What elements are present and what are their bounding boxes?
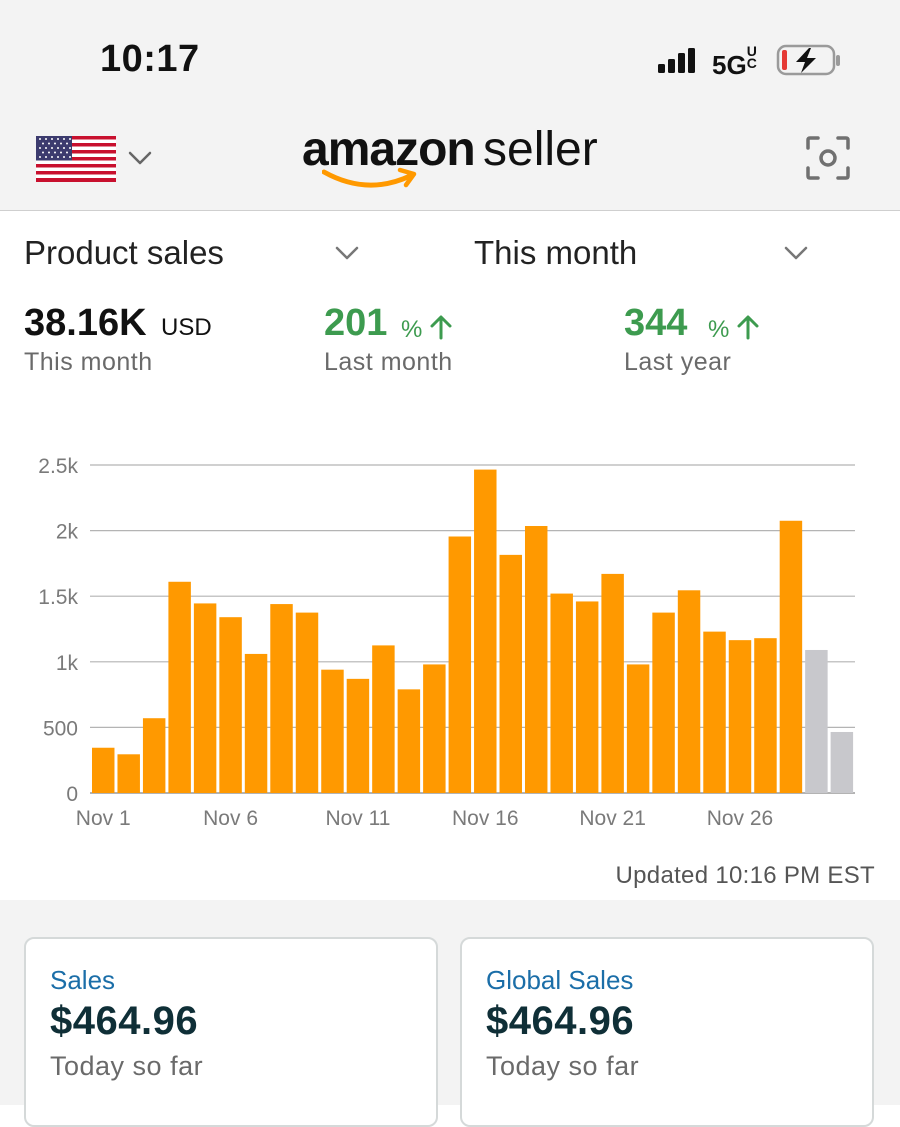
chevron-down-icon[interactable] <box>335 245 359 261</box>
sales-bar <box>142 718 166 793</box>
last-year-caption: Last year <box>624 348 732 376</box>
sales-bar <box>474 469 497 793</box>
status-time: 10:17 <box>100 38 200 80</box>
sales-bar <box>295 612 319 793</box>
projected-bar <box>805 649 828 793</box>
sales-bar <box>677 590 701 793</box>
sales-bar <box>168 581 191 793</box>
global-sales-card[interactable]: Global Sales $464.96 Today so far <box>460 937 874 1127</box>
sales-bar <box>754 638 777 793</box>
chevron-down-icon[interactable] <box>784 245 808 261</box>
y-tick-label: 2.5k <box>38 455 78 478</box>
network-suffix: UC <box>746 43 757 71</box>
period-selector[interactable]: This month <box>474 234 638 271</box>
sales-bar <box>117 754 140 793</box>
sales-card-caption: Today so far <box>50 1051 204 1081</box>
global-sales-card-title: Global Sales <box>486 965 634 995</box>
sales-card-title: Sales <box>50 965 116 995</box>
y-tick-label: 500 <box>43 717 78 740</box>
sales-bar <box>372 645 395 793</box>
us-flag-icon[interactable] <box>36 136 116 182</box>
sales-bar <box>575 601 599 793</box>
last-month-caption: Last month <box>324 348 453 376</box>
sales-bar <box>423 664 446 793</box>
sales-bar <box>728 640 752 793</box>
total-sales-value: 38.16K <box>24 302 147 344</box>
logo-seller-text: seller <box>483 123 598 176</box>
sales-bar <box>703 631 726 793</box>
y-tick-label: 0 <box>66 783 78 806</box>
battery-charging-icon <box>776 44 840 76</box>
sales-bar <box>92 747 115 793</box>
sales-card[interactable]: Sales $464.96 Today so far <box>24 937 438 1127</box>
sales-bar <box>652 612 675 793</box>
network-indicator: 5GUC <box>712 43 757 81</box>
x-tick-label: Nov 11 <box>325 807 390 830</box>
last-month-change-value: 201 <box>324 302 388 344</box>
sales-bar <box>193 603 217 793</box>
last-year-change-value: 344 <box>624 302 688 344</box>
y-tick-label: 1k <box>56 652 79 675</box>
x-tick-label: Nov 1 <box>76 807 131 830</box>
sales-bar <box>779 520 803 793</box>
x-tick-label: Nov 6 <box>203 807 258 830</box>
total-sales-unit: USD <box>161 314 212 341</box>
daily-sales-bar-chart: 0 500 1k 1.5k 2k 2.5k Nov 1 Nov 6 Nov 11 Nov 16 No… <box>38 455 855 830</box>
status-bar: 10:17 5GUC <box>0 0 900 110</box>
x-tick-label: Nov 16 <box>452 807 519 830</box>
x-tick-label: Nov 26 <box>707 807 774 830</box>
sales-bar <box>397 689 421 793</box>
x-tick-label: Nov 21 <box>579 807 646 830</box>
chevron-down-icon[interactable] <box>128 150 152 166</box>
chart-bars <box>92 469 854 793</box>
logo-amazon-text: amazon <box>302 123 476 176</box>
sales-bar <box>321 669 344 793</box>
sales-bar <box>244 653 268 793</box>
app-header: amazon seller <box>0 110 900 211</box>
projected-bar <box>830 731 854 793</box>
chart-gridlines <box>90 464 855 794</box>
last-year-change-unit: % <box>708 316 730 343</box>
arrow-up-icon <box>430 315 452 340</box>
updated-timestamp: Updated 10:16 PM EST <box>615 862 875 889</box>
sales-bar <box>448 536 472 793</box>
network-label: 5G <box>712 50 747 80</box>
signal-bars-icon <box>658 48 695 73</box>
sales-bar <box>219 617 242 793</box>
y-tick-label: 1.5k <box>38 586 78 609</box>
scan-icon[interactable] <box>804 134 852 182</box>
metric-selector[interactable]: Product sales <box>24 234 224 271</box>
sales-bar <box>601 573 624 793</box>
sales-bar <box>346 678 370 793</box>
y-tick-label: 2k <box>56 521 79 544</box>
arrow-up-icon <box>737 315 759 340</box>
sales-bar <box>499 554 522 793</box>
chart-axis-labels: 0 500 1k 1.5k 2k 2.5k Nov 1 Nov 6 Nov 11 Nov 16 No… <box>38 455 773 830</box>
global-sales-card-caption: Today so far <box>486 1051 640 1081</box>
total-sales-caption: This month <box>24 348 153 376</box>
sales-bar <box>524 526 548 793</box>
last-month-change-unit: % <box>401 316 423 343</box>
amazon-smile-logo <box>322 167 417 188</box>
sales-bar <box>270 604 293 793</box>
sales-card-amount: $464.96 <box>50 999 199 1043</box>
sales-bar <box>626 664 650 793</box>
global-sales-card-amount: $464.96 <box>486 999 635 1043</box>
sales-bar <box>550 593 573 793</box>
